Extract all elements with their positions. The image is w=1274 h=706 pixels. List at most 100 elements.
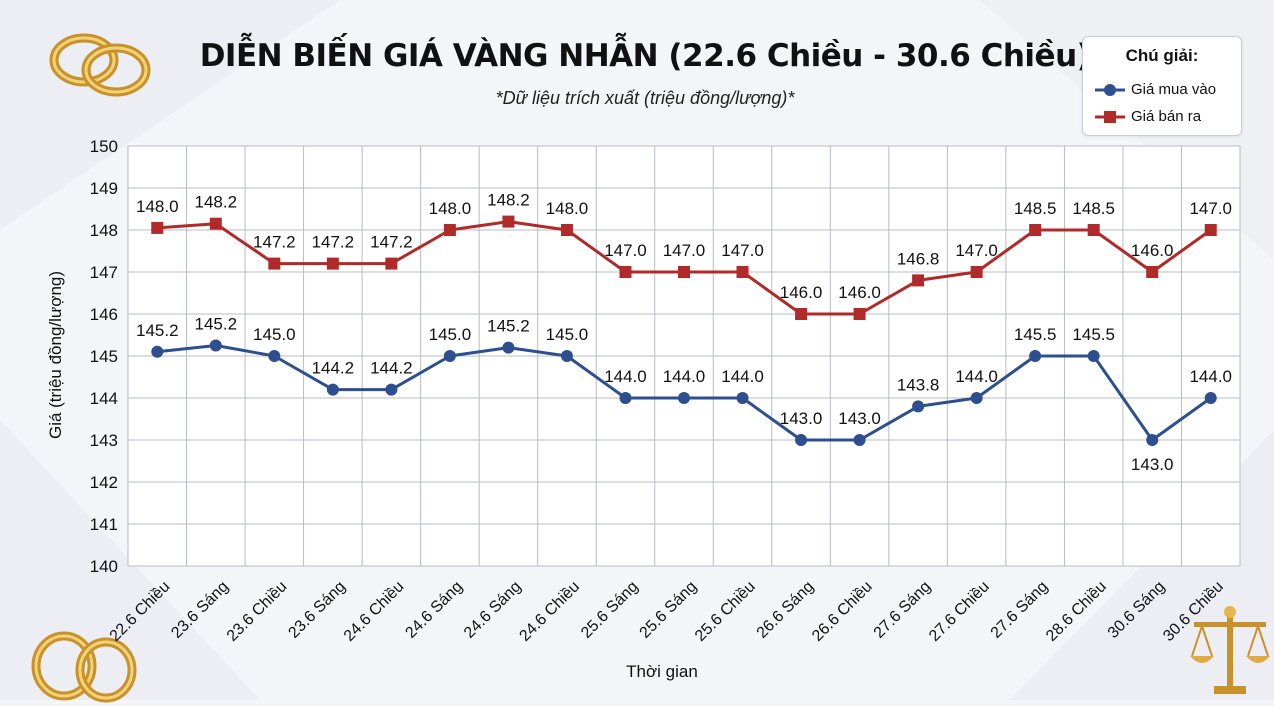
legend: Chú giải: Giá mua vào Giá bán ra: [1082, 36, 1242, 136]
x-tick-label: 22.6 Chiều: [107, 578, 174, 645]
buy-price-point: [443, 350, 456, 362]
sell-price-data-label: 147.0: [721, 241, 764, 260]
sell-price-point: [912, 274, 925, 287]
sell-price-data-label: 146.0: [780, 283, 823, 302]
buy-price-point: [268, 350, 281, 362]
x-tick-label: 27.6 Sáng: [871, 578, 935, 642]
buy-price-data-label: 145.2: [136, 321, 179, 340]
x-tick-label: 26.6 Sáng: [754, 578, 818, 642]
legend-item-buy: Giá mua vào: [1093, 79, 1238, 101]
buy-price-data-label: 144.0: [604, 367, 647, 386]
x-tick-label: 24.6 Sáng: [461, 578, 525, 642]
sell-price-point: [619, 266, 632, 278]
buy-price-point: [678, 392, 690, 404]
sell-price-point: [1087, 224, 1100, 236]
x-tick-label: 26.6 Chiều: [809, 578, 876, 645]
x-axis-label: Thời gian: [626, 662, 698, 681]
y-tick-label: 140: [90, 557, 118, 576]
y-tick-label: 141: [90, 515, 118, 534]
sell-price-point: [1146, 266, 1159, 278]
legend-title: Chú giải:: [1125, 46, 1199, 65]
sell-price-point: [326, 257, 339, 270]
legend-sell-marker-icon: [1095, 111, 1125, 123]
buy-price-data-label: 143.8: [897, 375, 940, 394]
x-tick-label: 23.6 Sáng: [285, 578, 349, 642]
sell-price-data-label: 148.0: [429, 199, 472, 218]
buy-price-point: [385, 383, 398, 396]
sell-price-point: [736, 266, 749, 278]
buy-price-point: [502, 341, 515, 354]
buy-price-point: [209, 339, 222, 352]
x-tick-label: 23.6 Chiều: [224, 578, 291, 645]
scale-of-justice-icon: [1190, 606, 1270, 694]
chart-subtitle: *Dữ liệu trích xuất (triệu đồng/lượng)*: [495, 88, 795, 108]
x-tick-label: 28.6 Chiều: [1043, 578, 1110, 645]
y-tick-label: 150: [90, 137, 118, 156]
buy-price-data-label: 145.0: [253, 325, 296, 344]
x-tick-label: 23.6 Sáng: [168, 578, 232, 642]
sell-price-point: [560, 224, 573, 236]
sell-price-point: [268, 257, 281, 270]
x-tick-label: 27.6 Chiều: [926, 578, 993, 645]
sell-price-data-label: 148.0: [546, 199, 589, 218]
x-tick-label: 27.6 Sáng: [988, 578, 1052, 642]
y-tick-label: 144: [90, 389, 118, 408]
y-tick-label: 146: [90, 305, 118, 324]
legend-item-sell: Giá bán ra: [1093, 106, 1238, 128]
sell-price-data-label: 147.2: [253, 233, 296, 252]
sell-price-point: [853, 308, 866, 320]
buy-price-point: [1087, 350, 1100, 362]
buy-price-point: [151, 345, 164, 358]
buy-price-point: [1204, 392, 1217, 404]
buy-price-data-label: 143.0: [780, 409, 823, 428]
buy-price-data-label: 144.0: [663, 367, 706, 386]
buy-price-point: [795, 434, 808, 446]
y-tick-label: 143: [90, 431, 118, 450]
chart-title: DIỄN BIẾN GIÁ VÀNG NHẪN (22.6 Chiều - 30…: [199, 38, 1091, 74]
sell-price-data-label: 147.0: [1189, 199, 1232, 218]
buy-price-data-label: 144.2: [312, 359, 355, 378]
y-tick-label: 148: [90, 221, 118, 240]
x-tick-label: 24.6 Chiều: [516, 578, 583, 645]
legend-buy-marker-icon: [1095, 84, 1125, 96]
sell-price-data-label: 148.2: [487, 191, 530, 210]
sell-price-data-label: 147.2: [312, 233, 355, 252]
y-tick-label: 145: [90, 347, 118, 366]
buy-price-point: [853, 434, 866, 446]
sell-price-data-label: 147.0: [955, 241, 998, 260]
sell-price-data-label: 147.0: [604, 241, 647, 260]
rings-icon: [49, 33, 151, 97]
sell-price-point: [1029, 224, 1042, 236]
sell-price-point: [151, 221, 164, 234]
buy-price-data-label: 144.0: [1189, 367, 1232, 386]
y-tick-label: 147: [90, 263, 118, 282]
buy-price-data-label: 145.5: [1014, 325, 1057, 344]
rings-icon: [31, 631, 137, 703]
sell-price-data-label: 148.5: [1014, 199, 1057, 218]
sell-price-point: [443, 224, 456, 236]
buy-price-data-label: 143.0: [838, 409, 881, 428]
buy-price-point: [912, 400, 925, 413]
legend-buy-label: Giá mua vào: [1131, 81, 1217, 98]
y-tick-label: 142: [90, 473, 118, 492]
buy-price-point: [326, 383, 339, 396]
y-tick-label: 149: [90, 179, 118, 198]
sell-price-data-label: 146.0: [1131, 241, 1174, 260]
sell-price-data-label: 146.0: [838, 283, 881, 302]
sell-price-point: [209, 217, 222, 230]
buy-price-data-label: 145.2: [195, 315, 238, 334]
sell-price-point: [1204, 224, 1217, 236]
sell-price-data-label: 147.0: [663, 241, 706, 260]
x-tick-label: 30.6 Sáng: [1105, 578, 1169, 642]
sell-price-point: [385, 257, 398, 270]
buy-price-data-label: 145.5: [1072, 325, 1115, 344]
buy-price-data-label: 145.0: [546, 325, 589, 344]
sell-price-point: [795, 308, 808, 320]
x-tick-label: 24.6 Chiều: [341, 578, 408, 645]
x-tick-label: 25.6 Chiều: [692, 578, 759, 645]
sell-price-data-label: 146.8: [897, 249, 940, 268]
x-tick-label: 30.6 Chiều: [1160, 578, 1227, 645]
x-tick-label: 25.6 Sáng: [578, 578, 642, 642]
buy-price-point: [560, 350, 573, 362]
